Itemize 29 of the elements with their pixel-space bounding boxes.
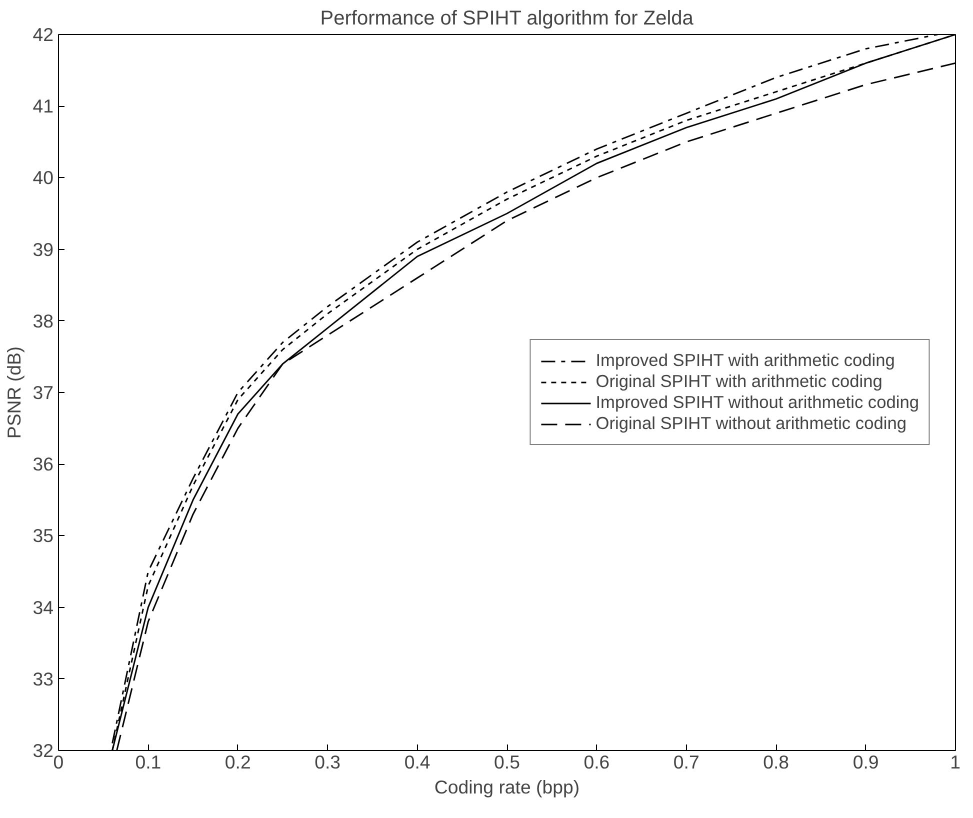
chart-title: Performance of SPIHT algorithm for Zelda: [320, 8, 694, 30]
x-tick-label: 0.4: [404, 752, 430, 772]
y-tick-label: 41: [32, 96, 54, 117]
x-tick-label: 0.6: [584, 752, 610, 772]
y-tick-label: 36: [32, 454, 54, 475]
y-axis-title: PSNR (dB): [4, 346, 25, 439]
x-tick-label: 0.5: [494, 752, 520, 772]
x-tick-label: 0.9: [852, 752, 879, 772]
x-tick-label: 0: [53, 752, 64, 772]
x-axis-title: Coding rate (bpp): [434, 776, 580, 798]
legend-label: Improved SPIHT with arithmetic coding: [596, 350, 895, 371]
y-tick-label: 39: [32, 238, 54, 260]
y-tick-label: 38: [32, 310, 54, 332]
legend-label: Improved SPIHT without arithmetic coding: [596, 392, 919, 413]
x-tick-label: 1: [950, 752, 961, 772]
y-tick-label: 33: [32, 668, 54, 690]
x-tick-label: 0.3: [314, 752, 341, 772]
x-tick-label: 0.2: [224, 752, 251, 772]
x-tick-label: 0.7: [673, 752, 700, 772]
legend-label: Original SPIHT without arithmetic coding: [596, 413, 906, 434]
legend-label: Original SPIHT with arithmetic coding: [596, 371, 882, 392]
x-tick-label: 0.1: [135, 752, 162, 772]
y-tick-label: 40: [32, 167, 54, 188]
y-tick-label: 37: [32, 382, 54, 403]
y-tick-label: 35: [32, 525, 54, 546]
y-tick-label: 34: [32, 596, 54, 618]
x-tick-label: 0.8: [763, 752, 790, 772]
y-tick-label: 32: [32, 740, 54, 761]
y-tick-label: 42: [32, 24, 54, 45]
